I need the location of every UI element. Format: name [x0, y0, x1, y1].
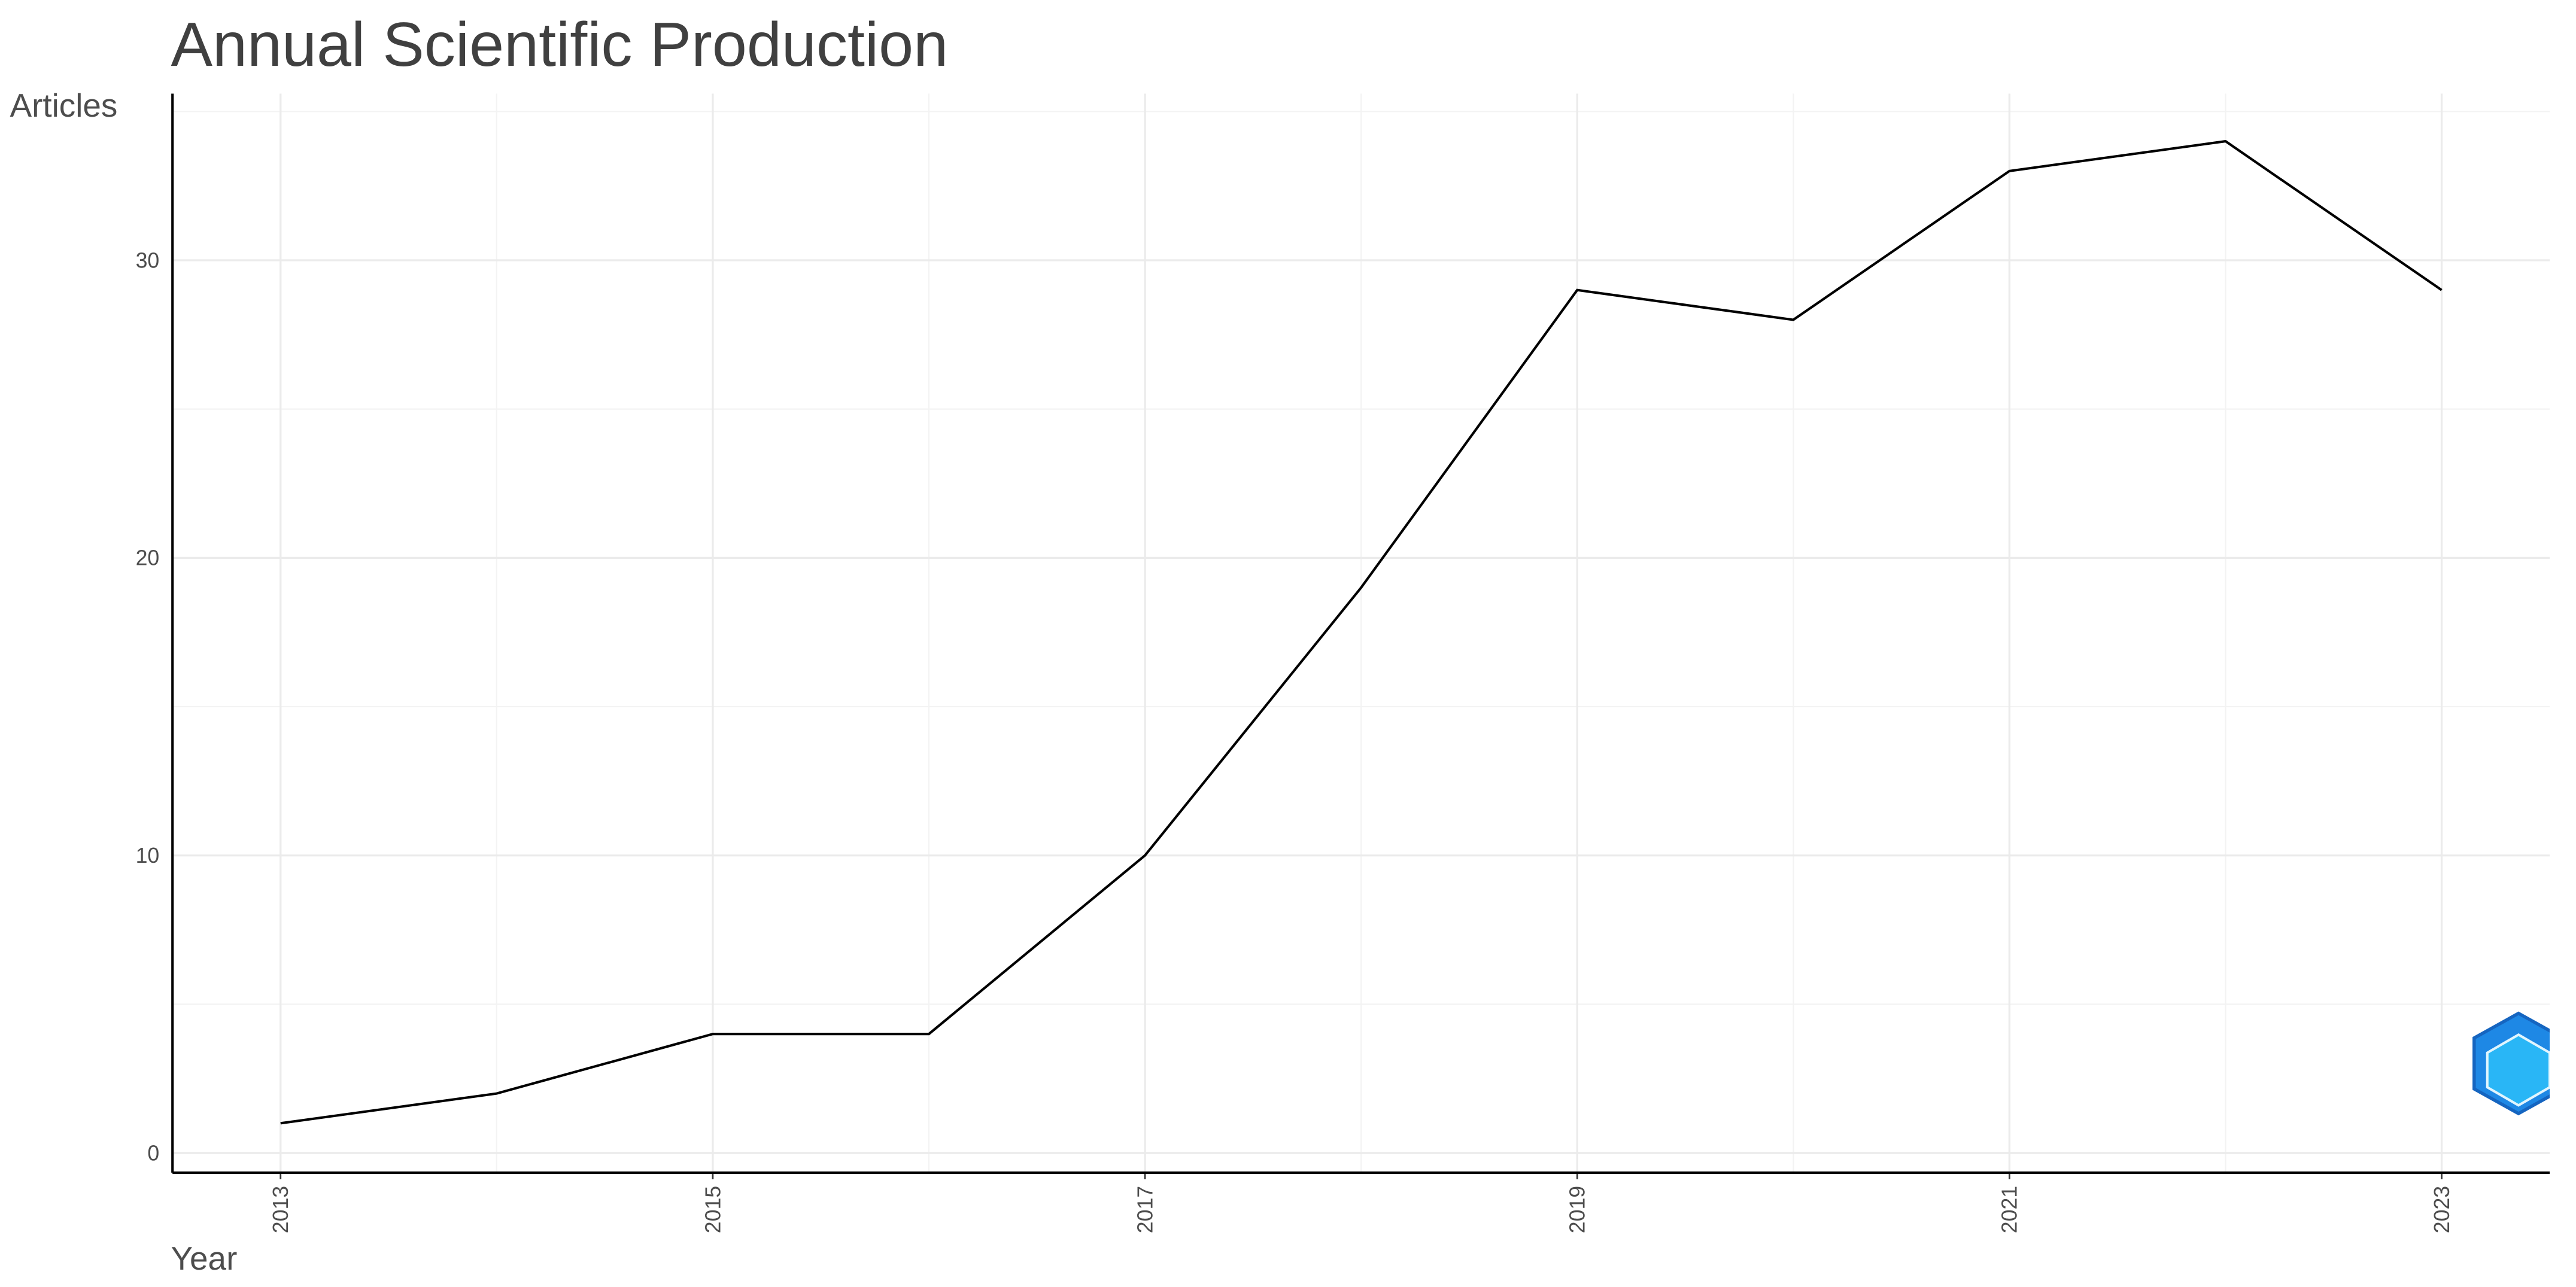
x-tick-label: 2015 — [701, 1186, 725, 1233]
y-tick-label: 20 — [136, 546, 160, 570]
x-tick-label: 2019 — [1566, 1186, 1590, 1233]
grid — [172, 93, 2550, 1173]
x-tick-label: 2013 — [269, 1186, 293, 1233]
x-tick-label: 2017 — [1133, 1186, 1157, 1233]
y-tick-label: 10 — [136, 844, 160, 868]
y-tick-label: 30 — [136, 248, 160, 272]
data-line — [280, 139, 2443, 1125]
x-tick-label: 2021 — [1998, 1186, 2022, 1233]
logo — [2472, 1002, 2576, 1125]
chart-title: Annual Scientific Production — [171, 10, 948, 80]
y-axis-label: Articles — [10, 87, 117, 124]
plot-area: 0 10 20 30 2013 2015 2017 2019 2021 2023 — [136, 93, 2550, 1233]
x-tick-label: 2023 — [2430, 1186, 2454, 1233]
y-tick-label: 0 — [147, 1141, 159, 1165]
x-axis-label: Year — [171, 1240, 237, 1277]
